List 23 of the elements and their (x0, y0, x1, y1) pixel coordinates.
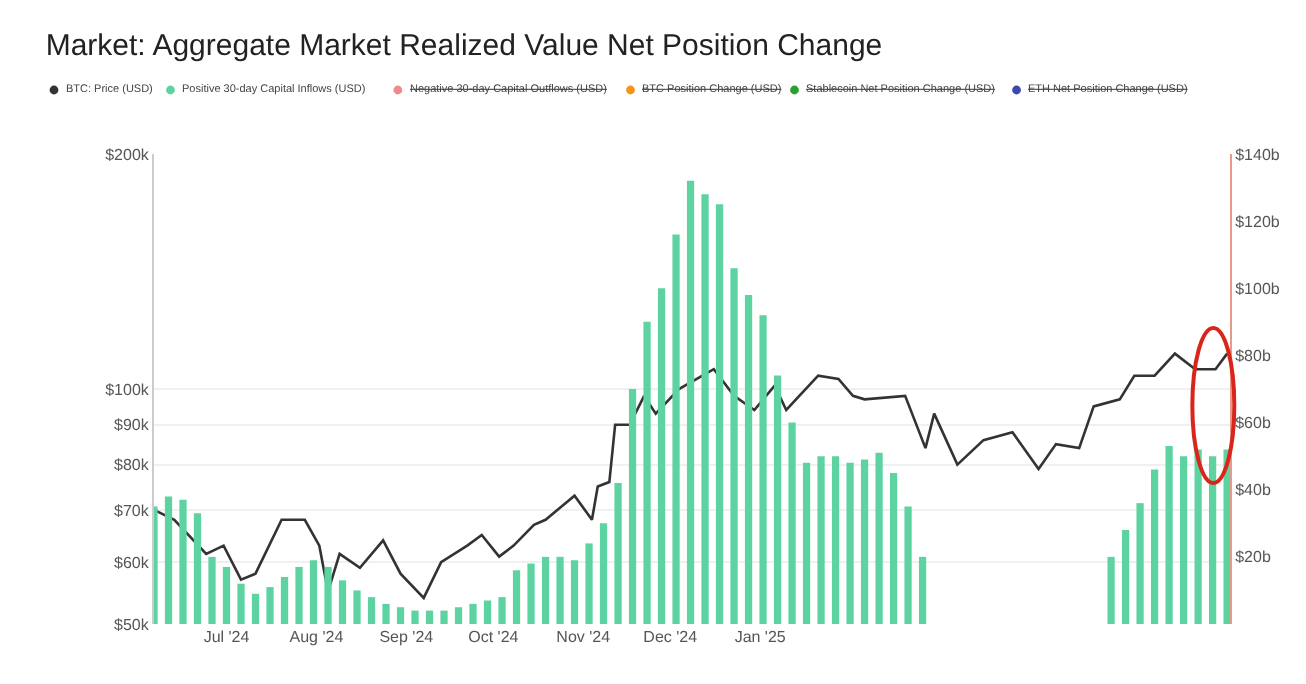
x-tick-label: Sep '24 (379, 628, 435, 646)
y-tick-label: $50k (114, 615, 151, 634)
y-tick-label: $80k (114, 456, 151, 475)
y-tick-label: $90k (114, 416, 151, 435)
y2-tick-label: $40b (1235, 481, 1272, 500)
y2-tick-label: $60b (1235, 414, 1272, 433)
y2-tick-label: $20b (1235, 548, 1272, 567)
y-tick-label: $200k (105, 145, 151, 164)
y2-tick-label: $80b (1235, 347, 1272, 366)
y2-tick-label: $120b (1235, 212, 1281, 231)
chart-title: Market: Aggregate Market Realized Value Net Position Change (45, 28, 883, 63)
y-tick-label: $60k (114, 553, 151, 572)
y-tick-label: $100k (105, 380, 151, 399)
y2-tick-label: $140b (1235, 145, 1281, 164)
y2-tick-label: $100b (1235, 279, 1281, 298)
x-tick-label: Oct '24 (468, 628, 520, 646)
x-tick-label: Aug '24 (289, 628, 345, 646)
x-tick-label: Jan '25 (734, 628, 787, 646)
x-tick-label: Dec '24 (643, 628, 699, 646)
x-tick-label: Nov '24 (556, 628, 612, 646)
x-tick-label: Jul '24 (203, 628, 251, 646)
line-series (154, 352, 1229, 600)
y-tick-label: $70k (114, 501, 151, 520)
